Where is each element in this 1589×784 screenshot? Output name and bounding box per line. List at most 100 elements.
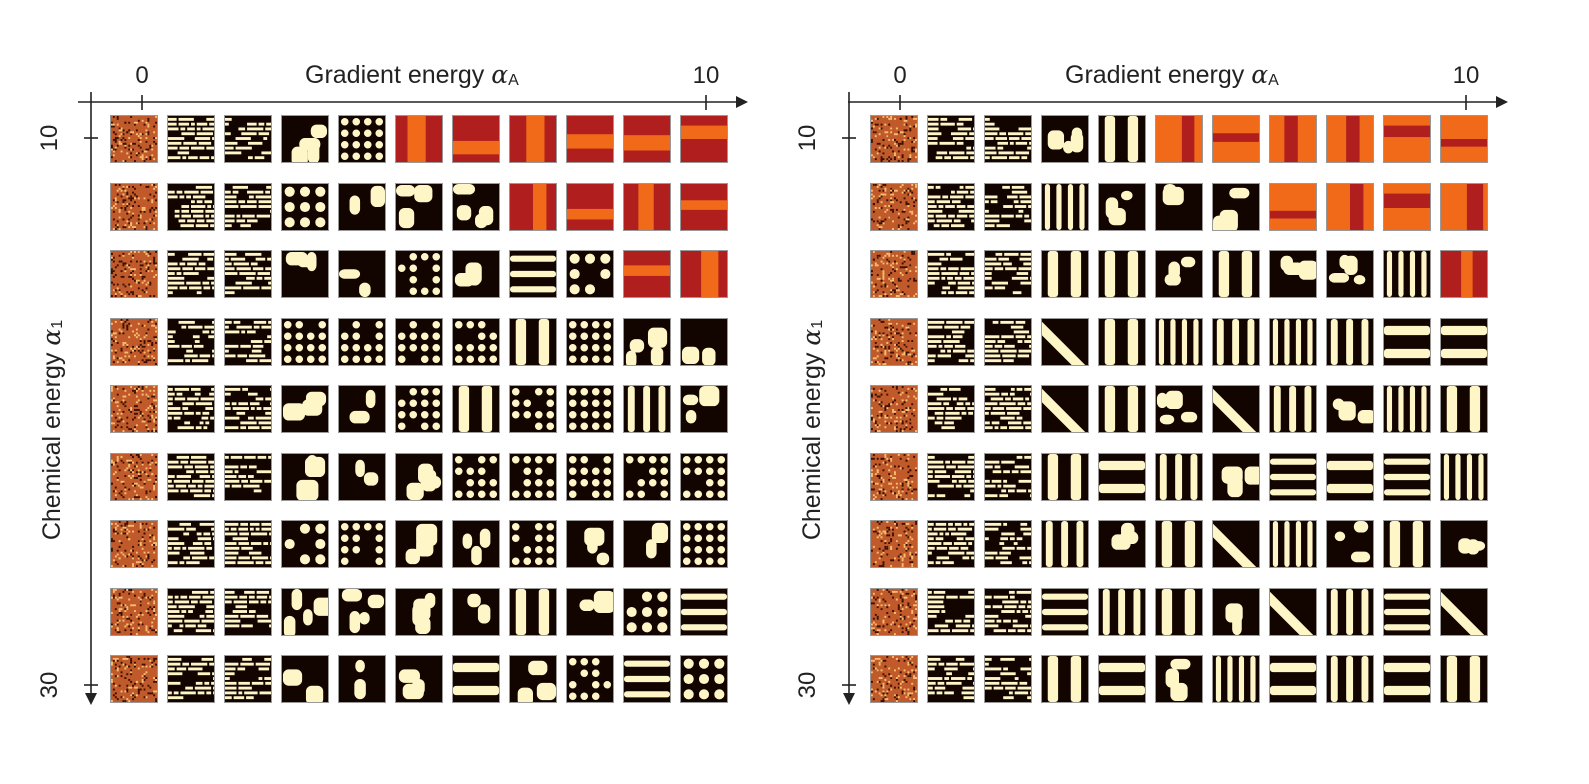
pattern-image xyxy=(339,453,385,500)
pattern-tile xyxy=(566,115,614,163)
x-axis-subscript: A xyxy=(1268,72,1279,89)
pattern-tile xyxy=(1098,250,1146,298)
pattern-tile xyxy=(1269,587,1317,636)
pattern-image xyxy=(1270,251,1316,297)
pattern-tile xyxy=(680,250,728,298)
pattern-image xyxy=(225,656,271,702)
pattern-tile xyxy=(281,520,329,568)
pattern-image xyxy=(1270,116,1316,162)
y-axis-title: Chemical energy α1 xyxy=(797,320,827,540)
pattern-image xyxy=(1327,318,1373,365)
pattern-tile xyxy=(680,452,728,501)
pattern-tile xyxy=(927,250,975,298)
y-axis-arrow xyxy=(843,693,855,705)
left-panel: 0 10 10 30 Gradient energy αA Chemical e… xyxy=(0,0,780,784)
pattern-tile xyxy=(110,520,158,568)
pattern-tile xyxy=(870,587,918,636)
pattern-tile xyxy=(1212,587,1260,636)
pattern-image xyxy=(168,251,214,297)
pattern-image xyxy=(928,453,974,500)
pattern-tile xyxy=(623,452,671,501)
pattern-tile xyxy=(110,115,158,163)
pattern-tile xyxy=(1269,655,1317,703)
pattern-image xyxy=(624,251,670,297)
pattern-tile xyxy=(224,250,272,298)
pattern-tile xyxy=(1212,115,1260,163)
pattern-tile xyxy=(1383,587,1431,636)
pattern-image xyxy=(1156,453,1202,500)
pattern-tile xyxy=(566,250,614,298)
x-tick-label-start: 0 xyxy=(893,62,907,89)
pattern-tile xyxy=(1041,520,1089,568)
pattern-tile xyxy=(452,452,500,501)
pattern-tile xyxy=(984,452,1032,501)
pattern-image xyxy=(225,183,271,230)
pattern-image xyxy=(396,251,442,297)
pattern-tile xyxy=(509,317,557,366)
pattern-tile xyxy=(1383,452,1431,501)
pattern-image xyxy=(928,318,974,365)
pattern-tile xyxy=(1212,655,1260,703)
pattern-tile xyxy=(927,385,975,433)
pattern-tile xyxy=(167,182,215,231)
pattern-image xyxy=(1156,116,1202,162)
pattern-tile xyxy=(167,115,215,163)
pattern-tile xyxy=(281,452,329,501)
pattern-tile xyxy=(281,655,329,703)
pattern-tile xyxy=(110,587,158,636)
pattern-image xyxy=(453,453,499,500)
pattern-image xyxy=(1384,116,1430,162)
pattern-image xyxy=(1270,386,1316,432)
pattern-image xyxy=(1213,588,1259,635)
pattern-image xyxy=(510,251,556,297)
pattern-image xyxy=(567,656,613,702)
pattern-tile xyxy=(1155,520,1203,568)
pattern-image xyxy=(453,588,499,635)
x-axis-arrow xyxy=(736,96,748,108)
pattern-image xyxy=(1099,386,1145,432)
pattern-image xyxy=(1384,318,1430,365)
pattern-image xyxy=(339,656,385,702)
pattern-image xyxy=(1156,386,1202,432)
pattern-image xyxy=(225,116,271,162)
pattern-tile xyxy=(395,182,443,231)
pattern-image xyxy=(681,183,727,230)
pattern-image xyxy=(282,386,328,432)
pattern-tile xyxy=(395,520,443,568)
pattern-tile xyxy=(452,587,500,636)
pattern-tile xyxy=(338,385,386,433)
pattern-tile xyxy=(1383,385,1431,433)
pattern-tile xyxy=(1212,385,1260,433)
pattern-image xyxy=(928,656,974,702)
pattern-tile xyxy=(1098,115,1146,163)
pattern-image xyxy=(510,183,556,230)
pattern-image xyxy=(1441,183,1487,230)
pattern-image xyxy=(225,318,271,365)
pattern-tile xyxy=(1383,250,1431,298)
y-tick-label-start: 10 xyxy=(794,124,821,152)
pattern-image xyxy=(282,521,328,567)
pattern-tile xyxy=(224,452,272,501)
pattern-image xyxy=(1270,453,1316,500)
pattern-image xyxy=(624,656,670,702)
y-tick-label-end: 30 xyxy=(36,671,63,699)
pattern-tile xyxy=(870,655,918,703)
pattern-image xyxy=(1327,521,1373,567)
pattern-image xyxy=(1156,588,1202,635)
pattern-image xyxy=(871,251,917,297)
pattern-image xyxy=(510,386,556,432)
pattern-tile xyxy=(1383,317,1431,366)
pattern-image xyxy=(1042,183,1088,230)
pattern-tile xyxy=(1041,452,1089,501)
pattern-image xyxy=(510,588,556,635)
pattern-tile xyxy=(395,250,443,298)
pattern-image xyxy=(1270,588,1316,635)
pattern-tile xyxy=(167,317,215,366)
pattern-image xyxy=(567,386,613,432)
pattern-image xyxy=(1384,453,1430,500)
y-axis-arrow xyxy=(85,693,97,705)
pattern-tile xyxy=(1440,250,1488,298)
left-axes xyxy=(78,92,748,705)
pattern-image xyxy=(1327,183,1373,230)
pattern-image xyxy=(225,521,271,567)
